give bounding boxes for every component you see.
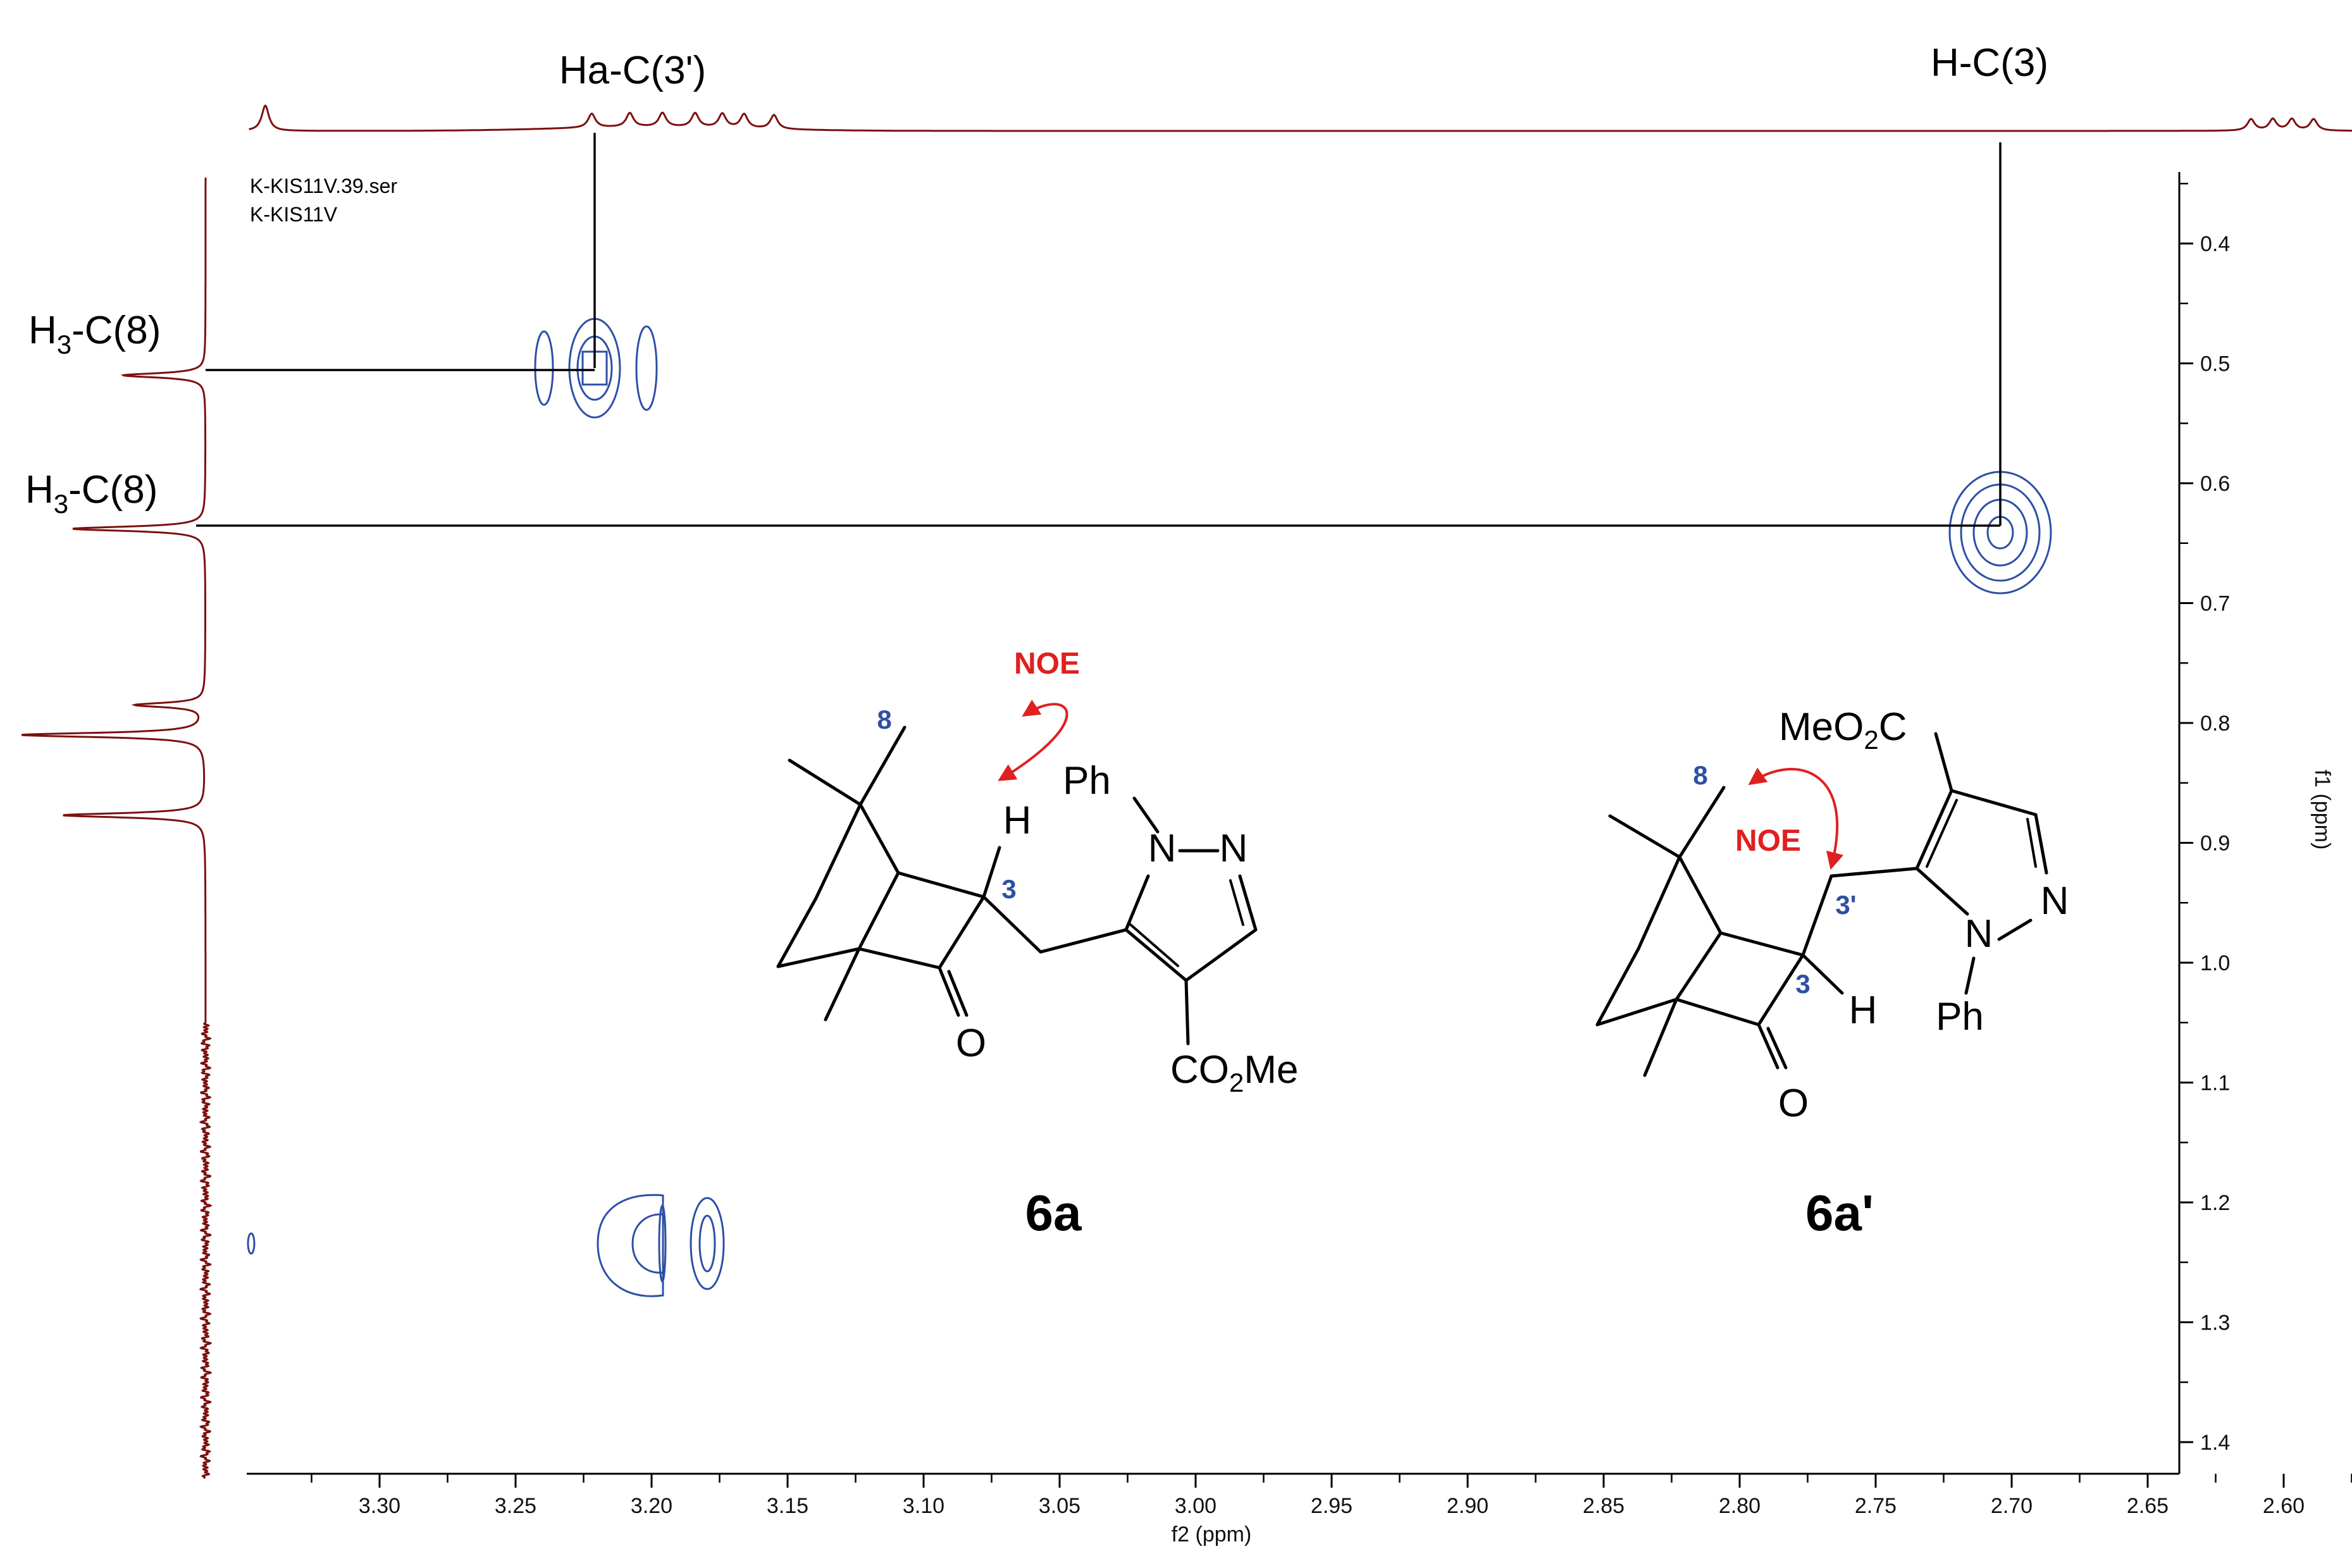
x-tick-label: 3.20 [631,1494,672,1518]
cross-peaks [248,319,2051,1296]
atom-3p-label-6a-prime: 3' [1835,890,1856,920]
correlation-guides [196,133,2000,526]
atom-h-6a: H [1003,799,1032,843]
atom-o-6a: O [956,1022,986,1065]
y-tick-label: 1.2 [2200,1191,2230,1215]
structure-6a [778,704,1256,1044]
x-tick-label: 3.15 [767,1494,808,1518]
x-tick-label: 2.60 [2263,1494,2305,1518]
cross-peak-3-195-1-24 [598,1195,665,1296]
label-h3-c8-lower: H3-C(8) [25,468,158,519]
label-h3-c8-upper: H3-C(8) [28,309,161,359]
x-tick-label: 3.10 [903,1494,944,1518]
atom-8-label-6a-prime: 8 [1693,760,1707,790]
noe-label-6a-prime: NOE [1735,824,1801,858]
x-tick-label: 3.05 [1039,1494,1080,1518]
y-tick-label: 0.7 [2200,592,2230,616]
atom-labels-6a-prime: MeO2C 8 NOE 3' 3 H O N N Ph 6a' [1693,705,2069,1241]
atom-ester-6a: CO2Me [1170,1048,1299,1097]
atom-n2-6a-prime: N [2041,879,2069,923]
y-tick-label: 1.4 [2200,1431,2230,1455]
atom-o-6a-prime: O [1778,1082,1809,1125]
noe-label-6a: NOE [1014,647,1080,681]
atom-8-label-6a: 8 [877,705,891,734]
label-h-c3: H-C(3) [1931,41,2048,85]
x-tick-label: 2.70 [1991,1494,2033,1518]
y-tick-label: 0.5 [2200,352,2230,376]
bonds-6a [778,727,1256,1044]
cross-peak-3-18-0-51 [636,326,657,410]
cross-peak-3-17-1-24 [691,1198,724,1289]
f2-projection-spectrum [249,106,2352,131]
atom-h-6a-prime: H [1849,989,1878,1032]
x-axis-title: f2 (ppm) [1172,1522,1252,1546]
y-tick-label: 1.3 [2200,1311,2230,1335]
axes [247,172,2179,1474]
y-tick-label: 0.4 [2200,232,2230,256]
atom-ester-6a-prime: MeO2C [1779,705,1907,755]
atom-3-label-6a: 3 [1001,874,1016,904]
x-tick-label: 2.80 [1719,1494,1761,1518]
atom-n1-6a: N [1148,827,1177,870]
noe-arrow-6a [1001,704,1067,779]
x-ticks: 3.30 3.25 3.20 3.15 3.10 3.05 3.00 2.95 2.90 2.85… [312,1474,2352,1518]
y-tick-label: 0.8 [2200,712,2230,736]
y-tick-label: 1.1 [2200,1071,2230,1096]
x-tick-label: 2.85 [1583,1494,1625,1518]
meta-line-1: K-KIS11V.39.ser [250,175,397,197]
x-tick-label: 3.00 [1175,1494,1216,1518]
y-tick-label: 0.9 [2200,832,2230,856]
y-ticks: 0.4 0.5 0.6 0.7 0.8 0.9 1.0 1.1 1.2 1.3 1.4 [2179,183,2230,1455]
y-axis-title: f1 (ppm) [2310,770,2334,850]
f1-projection-spectrum [22,178,211,1478]
atom-n1-6a-prime: N [1965,912,1993,956]
x-tick-label: 2.65 [2127,1494,2169,1518]
x-tick-label: 2.90 [1447,1494,1489,1518]
meta-line-2: K-KIS11V [250,203,338,226]
y-tick-label: 1.0 [2200,951,2230,975]
cross-peak-3-228-0-51 [535,331,553,405]
x-tick-label: 3.30 [359,1494,400,1518]
label-ha-c3p: Ha-C(3') [559,49,706,92]
atom-ph-6a-prime: Ph [1936,995,1984,1039]
atom-n2-6a: N [1220,827,1248,870]
x-tick-label: 3.25 [495,1494,536,1518]
y-tick-label: 0.6 [2200,472,2230,496]
atom-3-label-6a-prime: 3 [1795,969,1810,999]
compound-label-6a-prime: 6a' [1805,1185,1874,1241]
compound-label-6a: 6a [1025,1185,1082,1241]
x-tick-label: 2.95 [1311,1494,1352,1518]
atom-ph-6a: Ph [1063,759,1111,803]
x-tick-label: 2.75 [1855,1494,1897,1518]
cross-peak-3-345-1-24 [248,1233,254,1254]
